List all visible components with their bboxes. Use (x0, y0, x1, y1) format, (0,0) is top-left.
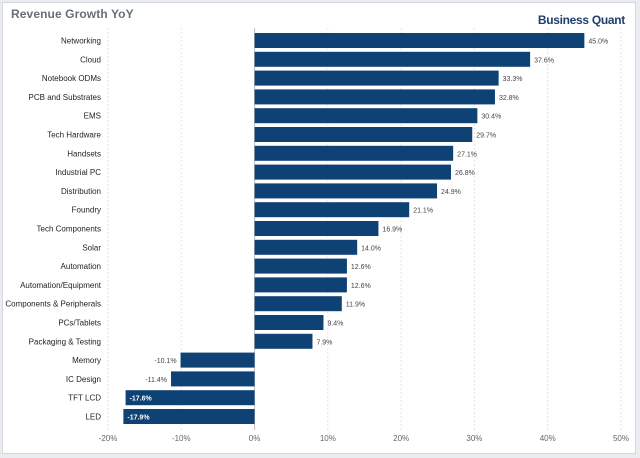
x-tick-label: 50% (613, 434, 629, 443)
bar[interactable] (255, 127, 473, 142)
bar[interactable] (255, 89, 495, 104)
x-tick-label: 40% (540, 434, 556, 443)
category-label: Components & Peripherals (5, 300, 101, 309)
x-tick-label: 20% (393, 434, 409, 443)
bar[interactable] (255, 183, 437, 198)
bar[interactable] (255, 221, 379, 236)
category-label: EMS (84, 112, 101, 121)
category-label: Memory (72, 356, 101, 365)
data-label: 16.9% (382, 227, 402, 234)
x-tick-label: 30% (466, 434, 482, 443)
data-label: -17.6% (130, 396, 153, 403)
x-axis-ticks: -20% -10% 0% 10% 20% 30% 40% 50% (99, 434, 629, 443)
category-label: TFT LCD (68, 394, 101, 403)
bar[interactable] (255, 334, 313, 349)
category-label: Cloud (80, 55, 101, 64)
data-label: 11.9% (346, 302, 365, 309)
data-label: 24.9% (441, 189, 461, 196)
data-label: 29.7% (476, 133, 496, 140)
category-label: Industrial PC (55, 168, 101, 177)
category-label: Foundry (72, 206, 101, 215)
bar-chart: Networking Cloud Notebook ODMs PCB and Subs… (0, 0, 640, 458)
data-label: 45.0% (588, 39, 608, 46)
data-label: 9.4% (327, 321, 343, 328)
data-label: -10.1% (154, 358, 176, 365)
category-labels: Networking Cloud Notebook ODMs PCB and Subs… (5, 37, 101, 422)
bar[interactable] (255, 240, 358, 255)
bar[interactable] (255, 108, 478, 123)
data-label: 21.1% (413, 208, 433, 215)
bar[interactable] (255, 259, 347, 274)
category-label: PCB and Substrates (29, 93, 101, 102)
bar[interactable] (171, 371, 255, 386)
category-label: Automation/Equipment (20, 281, 102, 290)
data-label: 12.6% (351, 264, 371, 271)
category-label: Handsets (67, 149, 101, 158)
data-label: 32.8% (499, 95, 519, 102)
x-tick-label: -10% (172, 434, 191, 443)
category-label: Automation (61, 262, 101, 271)
data-label: 12.6% (351, 283, 371, 290)
category-label: IC Design (66, 375, 101, 384)
category-label: Solar (82, 243, 101, 252)
category-label: Notebook ODMs (42, 74, 101, 83)
bar[interactable] (255, 33, 585, 48)
x-tick-label: 0% (249, 434, 261, 443)
bar[interactable] (255, 52, 531, 67)
category-label: Networking (61, 37, 101, 46)
data-label: 7.9% (316, 339, 332, 346)
category-label: LED (85, 413, 101, 422)
x-tick-label: 10% (320, 434, 336, 443)
data-label: 30.4% (481, 114, 501, 121)
bar[interactable] (255, 202, 410, 217)
category-label: Distribution (61, 187, 101, 196)
category-label: PCs/Tablets (58, 319, 101, 328)
category-label: Tech Hardware (47, 131, 101, 140)
bar[interactable] (255, 146, 454, 161)
category-label: Tech Components (37, 225, 101, 234)
data-label: 26.8% (455, 170, 475, 177)
data-label: 14.0% (361, 245, 381, 252)
bar[interactable] (255, 296, 342, 311)
bars (123, 33, 584, 424)
data-label: 27.1% (457, 151, 477, 158)
data-label: 33.3% (503, 76, 523, 83)
bar[interactable] (255, 165, 451, 180)
bar[interactable] (255, 71, 499, 86)
bar[interactable] (181, 353, 255, 368)
data-label: -11.4% (145, 377, 167, 384)
category-label: Packaging & Testing (29, 337, 101, 346)
data-label: -17.9% (127, 415, 150, 422)
bar[interactable] (255, 277, 347, 292)
bar[interactable] (255, 315, 324, 330)
x-tick-label: -20% (99, 434, 118, 443)
data-label: 37.6% (534, 57, 554, 64)
